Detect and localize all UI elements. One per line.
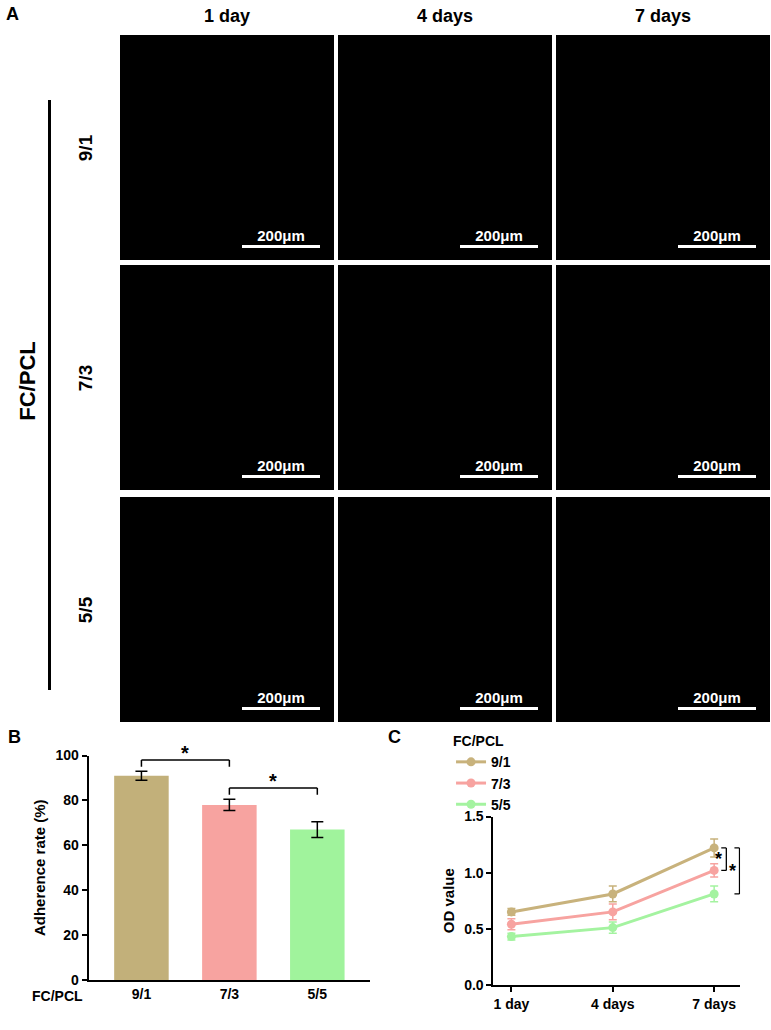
svg-text:5/5: 5/5 (491, 797, 511, 813)
svg-text:9/1: 9/1 (491, 754, 511, 770)
svg-text:7/3: 7/3 (220, 986, 240, 1002)
svg-text:B: B (8, 727, 21, 747)
svg-text:*: * (181, 742, 189, 764)
html-text:7 days: 7 days (635, 6, 691, 26)
html-text:5/5: 5/5 (75, 596, 96, 623)
svg-text:0: 0 (71, 972, 79, 988)
html-text:200μm: 200μm (257, 227, 305, 244)
svg-text:20: 20 (63, 927, 79, 943)
html-text:200μm: 200μm (693, 227, 741, 244)
html-text:4 days: 4 days (417, 6, 473, 26)
svg-text:60: 60 (63, 837, 79, 853)
svg-text:1.0: 1.0 (464, 865, 484, 881)
svg-text:5/5: 5/5 (308, 986, 328, 1002)
svg-text:*: * (715, 849, 722, 869)
svg-text:0.0: 0.0 (464, 977, 484, 993)
svg-text:FC/PCL: FC/PCL (32, 988, 83, 1004)
svg-text:FC/PCL: FC/PCL (453, 733, 504, 749)
html-text:200μm: 200μm (693, 457, 741, 474)
html-text:FC/PCL: FC/PCL (15, 341, 40, 421)
html-text:1 day: 1 day (204, 6, 250, 26)
svg-text:C: C (388, 727, 401, 747)
html-text:200μm: 200μm (475, 227, 523, 244)
svg-text:1 day: 1 day (493, 996, 529, 1012)
html-text:A: A (6, 4, 19, 24)
html-text:200μm: 200μm (257, 457, 305, 474)
svg-text:1.5: 1.5 (464, 808, 484, 824)
html-text:200μm: 200μm (475, 689, 523, 706)
svg-text:Adherence rate (%): Adherence rate (%) (31, 799, 48, 936)
svg-text:*: * (729, 861, 736, 881)
html-text:200μm: 200μm (475, 457, 523, 474)
html-text:200μm: 200μm (693, 689, 741, 706)
svg-text:7/3: 7/3 (491, 776, 511, 792)
html-text:9/1: 9/1 (75, 134, 96, 161)
html-text:200μm: 200μm (257, 689, 305, 706)
svg-text:0.5: 0.5 (464, 921, 484, 937)
svg-text:80: 80 (63, 792, 79, 808)
svg-text:OD value: OD value (440, 868, 457, 933)
svg-text:*: * (269, 770, 277, 792)
svg-text:4 days: 4 days (591, 996, 635, 1012)
svg-text:40: 40 (63, 882, 79, 898)
svg-text:9/1: 9/1 (132, 986, 152, 1002)
svg-text:100: 100 (56, 747, 80, 763)
svg-text:7 days: 7 days (692, 996, 736, 1012)
html-text:7/3: 7/3 (75, 364, 96, 391)
